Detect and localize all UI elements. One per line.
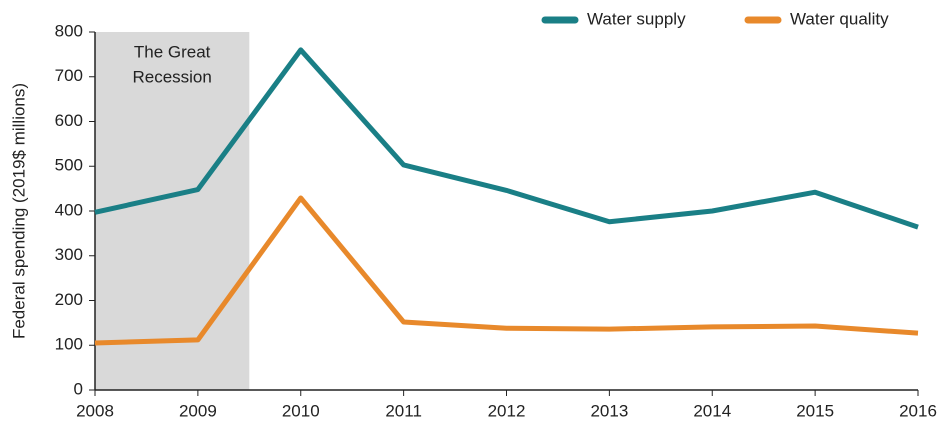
x-tick-label: 2012 (488, 401, 526, 420)
legend-label: Water quality (790, 9, 889, 28)
y-tick-label: 100 (55, 335, 83, 354)
legend-label: Water supply (587, 9, 686, 28)
line (94, 47, 919, 230)
region-label: Recession (132, 67, 211, 86)
y-axis-label: Federal spending (2019$ millions) (9, 83, 28, 339)
x-tick-label: 2011 (385, 401, 422, 420)
x-tick-label: 2014 (693, 401, 731, 420)
y-tick-label: 400 (55, 200, 83, 219)
x-tick-label: 2013 (590, 401, 628, 420)
y-tick-label: 0 (74, 379, 83, 398)
x-tick-label: 2010 (282, 401, 320, 420)
x-tick-label: 2015 (796, 401, 834, 420)
y-tick-label: 600 (55, 111, 83, 130)
x-tick-label: 2009 (179, 401, 217, 420)
shaded-region (95, 32, 250, 390)
y-tick-label: 800 (55, 21, 83, 40)
region-label: The Great (134, 42, 211, 61)
x-tick-label: 2016 (899, 401, 937, 420)
x-tick-label: 2008 (76, 401, 114, 420)
y-tick-label: 300 (55, 245, 83, 264)
line (94, 195, 919, 346)
y-tick-label: 200 (55, 290, 83, 309)
y-tick-label: 500 (55, 156, 83, 175)
y-tick-label: 700 (55, 66, 83, 85)
